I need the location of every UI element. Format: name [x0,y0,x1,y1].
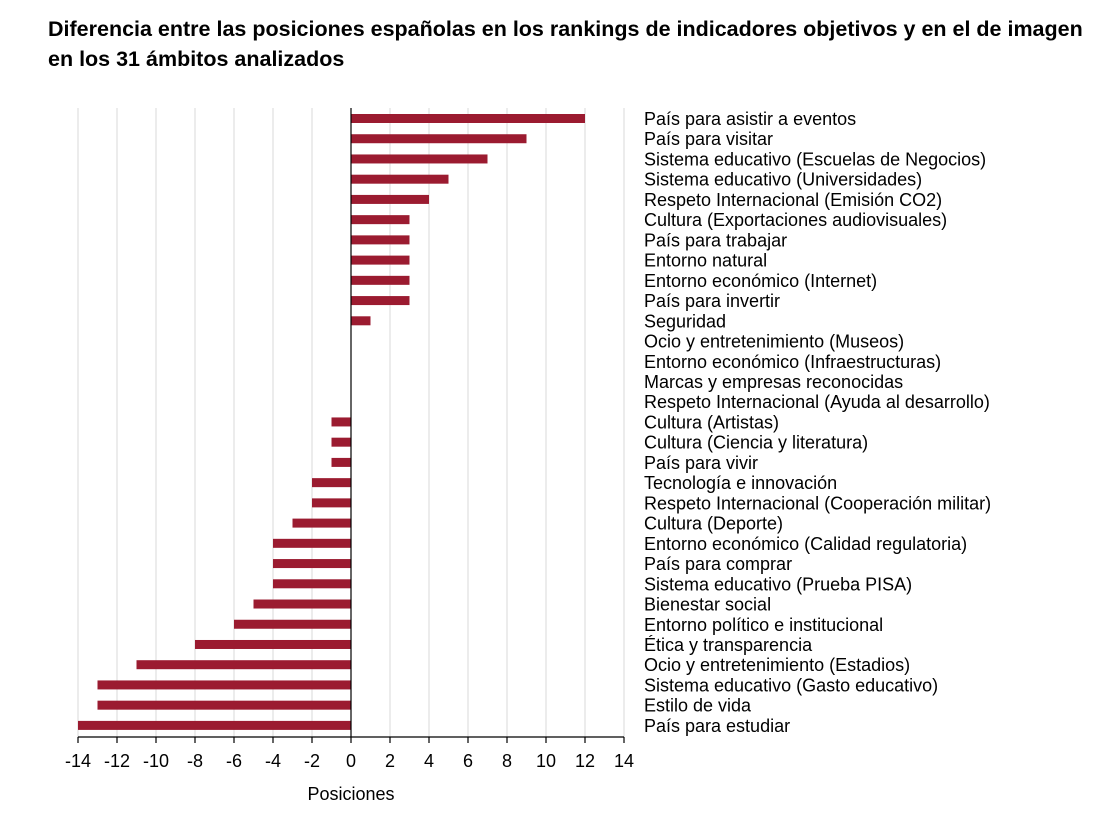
category-label: Cultura (Artistas) [644,412,779,432]
bar [351,134,527,144]
category-label: País para invertir [644,291,780,311]
x-tick-label: 10 [536,751,556,771]
gridlines [77,108,625,737]
category-label: Cultura (Ciencia y literatura) [644,433,868,453]
x-tick-label: -10 [143,751,169,771]
category-label: Ocio y entretenimiento (Museos) [644,332,904,352]
bar [273,538,351,548]
category-label: Respeto Internacional (Cooperación milit… [644,493,991,513]
x-tick-label: -2 [304,751,320,771]
category-label: País para visitar [644,129,773,149]
category-label: Sistema educativo (Escuelas de Negocios) [644,149,986,169]
bar [273,559,351,569]
x-tick-label: 0 [346,751,356,771]
bar [195,639,351,649]
category-label: Bienestar social [644,595,771,615]
category-label: Sistema educativo (Universidades) [644,170,922,190]
bar [351,174,449,184]
bars [78,114,585,730]
category-label: Tecnología e innovación [644,473,837,493]
category-label: Sistema educativo (Prueba PISA) [644,574,912,594]
bar [351,114,585,123]
category-label: Respeto Internacional (Emisión CO2) [644,190,942,210]
category-label: Respeto Internacional (Ayuda al desarrol… [644,392,990,412]
bar [234,619,351,629]
bar [351,215,410,225]
category-label: Entorno político e institucional [644,615,883,635]
x-tick-label: 4 [424,751,434,771]
category-label: País para estudiar [644,716,790,736]
bar [331,437,351,447]
x-tick-label: 2 [385,751,395,771]
bar [97,700,351,710]
bar [331,417,351,427]
bar [312,478,351,488]
x-axis-title: Posiciones [307,784,394,804]
x-tick-labels: -14 -12 -10 -8 -6 -4 -2 0 2 4 6 8 10 12 14 [65,751,634,771]
bar [292,518,351,528]
x-tick-label: 14 [614,751,634,771]
bar [78,720,351,730]
category-label: Ética y transparencia [644,635,813,655]
x-tick-label: -6 [226,751,242,771]
bar [331,457,351,467]
category-label: País para vivir [644,453,758,473]
x-tick-label: -12 [104,751,130,771]
bar [351,194,429,204]
category-label: Estilo de vida [644,696,752,716]
bar [97,680,351,690]
category-label: País para comprar [644,554,792,574]
chart-title: Diferencia entre las posiciones española… [48,17,1083,71]
x-tick-label: 6 [463,751,473,771]
category-label: Marcas y empresas reconocidas [644,372,903,392]
bar [273,579,351,589]
bar [253,599,351,609]
category-label: Entorno natural [644,251,767,271]
category-label: Cultura (Deporte) [644,514,783,534]
x-tick-label: -8 [187,751,203,771]
axes [77,108,625,743]
category-label: Ocio y entretenimiento (Estadios) [644,655,910,675]
bar [136,660,351,670]
bar [351,296,410,306]
x-tick-label: 8 [502,751,512,771]
bar [351,255,410,265]
x-tick-label: -4 [265,751,281,771]
category-label: Entorno económico (Internet) [644,271,877,291]
category-label: País para asistir a eventos [644,109,856,129]
category-label: Entorno económico (Infraestructuras) [644,352,941,372]
x-tick-label: 12 [575,751,595,771]
category-label: Seguridad [644,311,726,331]
category-label: Entorno económico (Calidad regulatoria) [644,534,967,554]
x-tick-label: -14 [65,751,91,771]
bar [351,154,488,164]
bar [351,275,410,285]
bar [351,316,371,326]
bar [351,235,410,245]
bar [312,498,351,508]
category-label: Sistema educativo (Gasto educativo) [644,675,938,695]
category-label: País para trabajar [644,230,787,250]
category-label: Cultura (Exportaciones audiovisuales) [644,210,947,230]
